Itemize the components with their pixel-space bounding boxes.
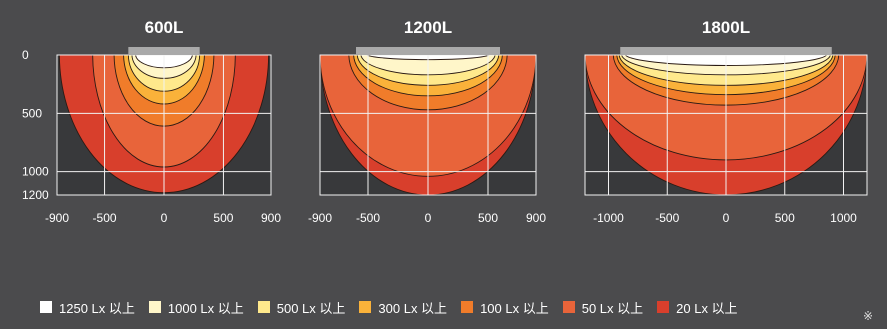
- grid: [57, 55, 271, 195]
- x-tick-label: 0: [723, 211, 730, 225]
- legend-swatch-500: [257, 301, 270, 313]
- legend-item-300: 300 Lx 以上: [359, 298, 447, 317]
- x-tick-label: -1000: [593, 211, 624, 225]
- legend: 1250 Lx 以上 1000 Lx 以上 500 Lx 以上 300 Lx 以…: [40, 297, 752, 317]
- legend-swatch-50: [562, 301, 575, 313]
- y-tick-label: 1000: [22, 165, 49, 179]
- legend-item-500: 500 Lx 以上: [257, 298, 346, 317]
- legend-swatch-1250: [40, 301, 52, 313]
- x-tick-label: -500: [93, 211, 117, 225]
- panel-3: 1800L -1000 -500 0 500 1000: [584, 18, 868, 225]
- legend-item-50: 50 Lx 以上: [562, 298, 644, 317]
- panel-1: 600L -900 -500 0 500 900 0 500 1000 1200: [22, 18, 281, 225]
- luminaire-bar: [620, 47, 832, 55]
- legend-label-50: 50 Lx 以上: [581, 300, 644, 316]
- legend-item-20: 20 Lx 以上: [657, 298, 738, 317]
- legend-item-1250: 1250 Lx 以上: [40, 298, 135, 317]
- legend-label-100: 100 Lx 以上: [480, 300, 549, 316]
- x-tick-label: 500: [775, 211, 795, 225]
- x-tick-label: 500: [478, 211, 498, 225]
- panel-2: 1200L -900 -500 0 500 900: [308, 18, 546, 225]
- legend-label-300: 300 Lx 以上: [378, 300, 448, 316]
- y-tick-label: 500: [22, 106, 42, 120]
- x-tick-label: 1000: [830, 211, 857, 225]
- legend-item-100: 100 Lx 以上: [461, 298, 549, 317]
- panel-title: 1800L: [702, 18, 750, 37]
- x-tick-label: -500: [655, 211, 679, 225]
- x-tick-label: 0: [161, 211, 168, 225]
- panel-title: 1200L: [404, 18, 452, 37]
- luminaire-bar: [128, 47, 200, 55]
- y-tick-label: 0: [22, 48, 29, 62]
- legend-label-1250: 1250 Lx 以上: [59, 300, 135, 316]
- x-tick-label: 500: [213, 211, 233, 225]
- legend-swatch-300: [359, 301, 372, 313]
- legend-label-20: 20 Lx 以上: [676, 300, 738, 316]
- legend-swatch-20: [657, 301, 670, 313]
- y-tick-label: 1200: [22, 188, 49, 202]
- x-tick-label: -500: [356, 211, 380, 225]
- grid: [585, 55, 867, 195]
- legend-label-500: 500 Lx 以上: [276, 300, 346, 316]
- luminaire-bar: [356, 47, 500, 55]
- legend-label-1000: 1000 Lx 以上: [167, 300, 244, 316]
- legend-swatch-100: [461, 301, 474, 313]
- footnote-mark: ※: [863, 309, 874, 323]
- legend-swatch-1000: [148, 301, 161, 313]
- x-tick-label: 900: [526, 211, 546, 225]
- panel-title: 600L: [145, 18, 184, 37]
- grid: [320, 55, 536, 195]
- legend-item-1000: 1000 Lx 以上: [148, 298, 244, 317]
- x-tick-label: -900: [45, 211, 69, 225]
- x-tick-label: 900: [261, 211, 281, 225]
- x-tick-label: -900: [308, 211, 332, 225]
- x-tick-label: 0: [425, 211, 432, 225]
